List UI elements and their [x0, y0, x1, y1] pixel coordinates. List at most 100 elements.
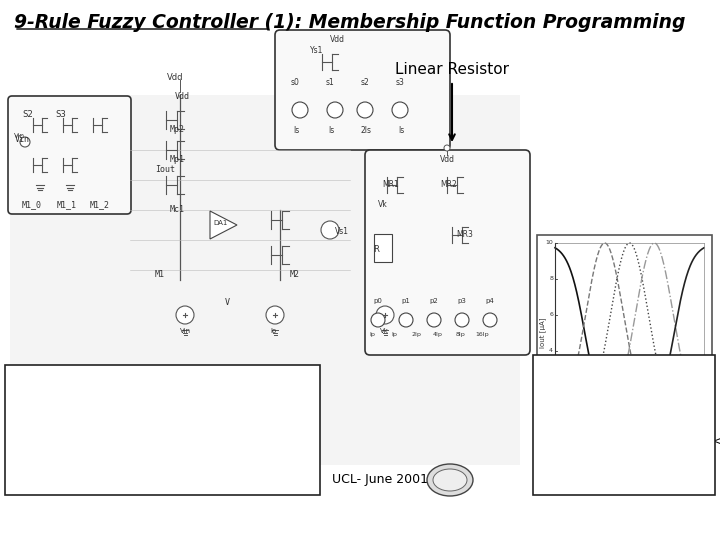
Circle shape — [292, 102, 308, 118]
Text: 2: 2 — [549, 384, 553, 389]
Text: 9-Rule Fuzzy Controller (1): Membership Function Programming: 9-Rule Fuzzy Controller (1): Membership … — [14, 13, 685, 32]
Text: •Measured CFMF Type-II:: •Measured CFMF Type-II: — [541, 365, 714, 378]
Circle shape — [20, 137, 30, 147]
Text: 2Is: 2Is — [361, 126, 372, 135]
Circle shape — [427, 313, 441, 327]
Text: •Io=10μA ; Vdd=5V: •Io=10μA ; Vdd=5V — [541, 400, 668, 413]
Text: M1: M1 — [155, 270, 165, 279]
Text: 4Ip: 4Ip — [433, 332, 443, 337]
Text: s3: s3 — [395, 78, 405, 87]
Text: V: V — [225, 298, 230, 307]
Circle shape — [266, 306, 284, 324]
Circle shape — [455, 313, 469, 327]
Text: p0: p0 — [374, 298, 382, 304]
Text: p2: p2 — [430, 298, 438, 304]
Text: Is: Is — [293, 126, 299, 135]
Text: 3: 3 — [628, 427, 631, 432]
Text: p4: p4 — [485, 298, 495, 304]
Text: Vk: Vk — [380, 328, 389, 334]
Text: •s0…..s3→Slopes (2x4-bit): •s0…..s3→Slopes (2x4-bit) — [13, 409, 208, 424]
Circle shape — [371, 313, 385, 327]
Text: Vin: Vin — [14, 133, 25, 139]
Bar — [533, 355, 715, 495]
Text: •Local setting of analog parameters: •Local setting of analog parameters — [13, 375, 278, 390]
Text: Is: Is — [328, 126, 334, 135]
Text: Io: Io — [270, 328, 276, 334]
Circle shape — [327, 102, 343, 118]
Text: Vdd: Vdd — [175, 92, 190, 101]
FancyBboxPatch shape — [8, 96, 131, 214]
Text: Iout: Iout — [155, 165, 175, 174]
Text: S2: S2 — [22, 110, 32, 119]
Text: M1_2: M1_2 — [90, 200, 110, 209]
Text: 8: 8 — [549, 276, 553, 281]
Text: 0: 0 — [549, 421, 553, 426]
Text: Iout [μA]: Iout [μA] — [539, 318, 546, 348]
Text: Mp2: Mp2 — [170, 125, 185, 134]
Text: Mp1: Mp1 — [170, 155, 185, 164]
Text: Vs1: Vs1 — [335, 227, 349, 237]
Text: 3.5: 3.5 — [649, 427, 660, 432]
Text: DA1: DA1 — [213, 220, 228, 226]
Text: 2: 2 — [578, 427, 582, 432]
Circle shape — [376, 306, 394, 324]
Text: R: R — [373, 245, 379, 254]
Polygon shape — [210, 211, 237, 239]
Text: M2: M2 — [290, 270, 300, 279]
Text: UCL- June 2001: UCL- June 2001 — [332, 474, 428, 487]
Bar — [10, 95, 520, 465]
Text: UCL: UCL — [444, 477, 456, 483]
Text: p1: p1 — [402, 298, 410, 304]
Circle shape — [176, 306, 194, 324]
FancyBboxPatch shape — [275, 30, 450, 150]
Text: MR2: MR2 — [440, 180, 456, 189]
Circle shape — [357, 102, 373, 118]
Circle shape — [399, 313, 413, 327]
Text: M1_1: M1_1 — [57, 200, 77, 209]
Circle shape — [483, 313, 497, 327]
Text: 16Ip: 16Ip — [475, 332, 489, 337]
Text: Vin: Vin — [15, 135, 30, 144]
Text: p3: p3 — [458, 298, 467, 304]
Text: •Input Range:  1.5V<Vin<4.5V: •Input Range: 1.5V<Vin<4.5V — [541, 435, 720, 448]
Text: 4.5: 4.5 — [699, 427, 709, 432]
Text: Mc1: Mc1 — [170, 205, 185, 214]
Text: MR3: MR3 — [456, 230, 473, 239]
Text: 6: 6 — [549, 313, 553, 318]
Text: Vk: Vk — [378, 200, 388, 209]
Text: s0: s0 — [291, 78, 300, 87]
Text: Ip: Ip — [391, 332, 397, 337]
Text: Vin: Vin — [180, 328, 191, 334]
Text: •p0….p4→Knees (2x5-bit): •p0….p4→Knees (2x5-bit) — [13, 445, 203, 460]
Text: Half CFMF Type-II: Half CFMF Type-II — [166, 383, 274, 396]
Text: Vs [V]: Vs [V] — [618, 437, 641, 446]
Text: 2Ip: 2Ip — [411, 332, 421, 337]
Bar — [537, 235, 712, 445]
Text: Ip: Ip — [369, 332, 375, 337]
Text: s1: s1 — [325, 78, 334, 87]
Bar — [5, 365, 320, 495]
Text: Linear Resistor: Linear Resistor — [395, 63, 509, 78]
Text: Is: Is — [398, 126, 404, 135]
Text: MR1: MR1 — [382, 180, 399, 189]
Text: 4: 4 — [678, 427, 681, 432]
Ellipse shape — [427, 464, 473, 496]
Text: Vdd: Vdd — [439, 155, 454, 164]
Text: Vdd: Vdd — [330, 35, 344, 44]
Text: 4: 4 — [549, 348, 553, 354]
Text: 8Ip: 8Ip — [455, 332, 465, 337]
Text: Ys1: Ys1 — [310, 46, 323, 55]
Text: Vdd: Vdd — [167, 73, 184, 82]
Text: 10: 10 — [545, 240, 553, 246]
FancyBboxPatch shape — [365, 150, 530, 355]
Text: M1_0: M1_0 — [22, 200, 42, 209]
Text: s2: s2 — [361, 78, 369, 87]
Circle shape — [444, 145, 450, 151]
Ellipse shape — [433, 469, 467, 491]
Circle shape — [321, 221, 339, 239]
Text: 1.5: 1.5 — [550, 427, 560, 432]
Text: S3: S3 — [55, 110, 66, 119]
FancyBboxPatch shape — [374, 233, 392, 261]
Text: 2.5: 2.5 — [600, 427, 610, 432]
Circle shape — [392, 102, 408, 118]
